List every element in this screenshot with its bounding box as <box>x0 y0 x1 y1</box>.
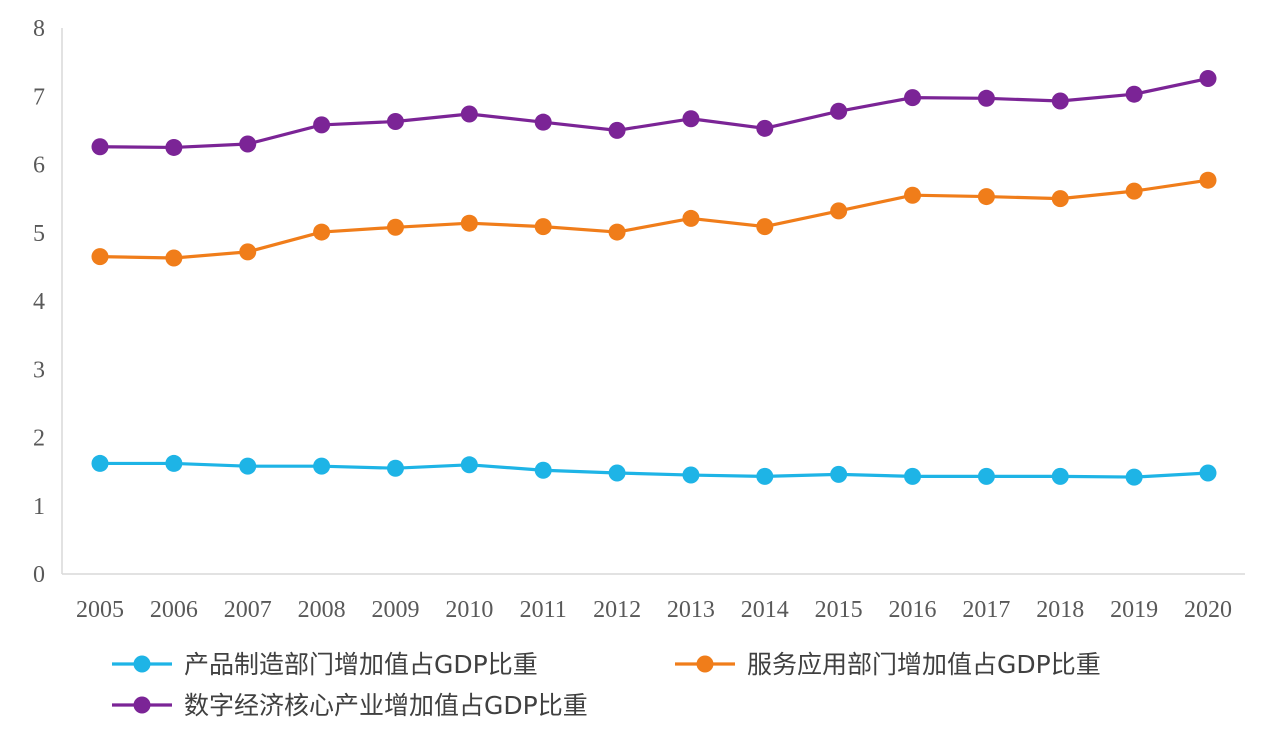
x-axis: 2005 2006 2007 2008 2009 2010 2011 2012 2013 2014… <box>62 573 1245 623</box>
y-tick-label: 4 <box>33 289 45 315</box>
data-point <box>165 454 183 472</box>
data-point <box>1125 182 1143 200</box>
legend-item: 服务应用部门增加值占GDP比重 <box>675 650 1101 679</box>
data-point <box>239 457 257 475</box>
data-point <box>91 454 109 472</box>
data-point <box>608 223 626 241</box>
data-point <box>313 116 331 134</box>
legend-item: 产品制造部门增加值占GDP比重 <box>112 650 538 679</box>
x-tick-label: 2008 <box>298 597 346 623</box>
data-point <box>165 249 183 267</box>
data-point <box>386 113 404 131</box>
data-point <box>904 186 922 204</box>
y-axis: 0 1 2 3 4 5 6 7 8 <box>33 16 63 588</box>
data-point <box>1051 190 1069 208</box>
legend-item: 数字经济核心产业增加值占GDP比重 <box>112 691 588 720</box>
legend-marker <box>133 655 151 673</box>
data-point <box>756 218 774 236</box>
data-point <box>830 102 848 120</box>
data-point <box>608 464 626 482</box>
legend-marker <box>696 655 714 673</box>
data-point <box>386 459 404 477</box>
data-point <box>1051 92 1069 110</box>
series-layer <box>91 70 1217 486</box>
x-tick-label: 2012 <box>593 597 641 623</box>
data-point <box>91 138 109 156</box>
x-tick-label: 2010 <box>445 597 493 623</box>
x-tick-label: 2009 <box>371 597 419 623</box>
series-1 <box>91 454 1217 486</box>
data-point <box>682 466 700 484</box>
data-point <box>1125 468 1143 486</box>
y-tick-label: 5 <box>33 221 45 247</box>
data-point <box>977 467 995 485</box>
y-tick-label: 0 <box>33 562 45 588</box>
x-tick-label: 2014 <box>741 597 789 623</box>
data-point <box>830 465 848 483</box>
y-tick-label: 3 <box>33 357 45 383</box>
legend-marker <box>133 696 151 714</box>
data-point <box>534 218 552 236</box>
data-point <box>313 457 331 475</box>
data-point <box>904 467 922 485</box>
x-tick-label: 2006 <box>150 597 198 623</box>
data-point <box>608 121 626 139</box>
data-point <box>534 113 552 131</box>
data-point <box>682 209 700 227</box>
data-point <box>534 461 552 479</box>
data-point <box>1051 467 1069 485</box>
y-tick-label: 8 <box>33 16 45 42</box>
data-point <box>313 223 331 241</box>
data-point <box>904 89 922 107</box>
series-line <box>98 76 1210 150</box>
x-tick-label: 2015 <box>815 597 863 623</box>
series-line <box>98 178 1210 260</box>
y-tick-label: 6 <box>33 153 45 179</box>
legend: 产品制造部门增加值占GDP比重 服务应用部门增加值占GDP比重数字经济核心产业增加… <box>112 650 1101 720</box>
data-point <box>460 214 478 232</box>
data-point <box>977 188 995 206</box>
data-point <box>682 110 700 128</box>
data-point <box>239 243 257 261</box>
data-point <box>386 218 404 236</box>
data-point <box>830 202 848 220</box>
data-point <box>165 138 183 156</box>
data-point <box>1125 85 1143 103</box>
legend-label: 数字经济核心产业增加值占GDP比重 <box>184 691 588 720</box>
x-tick-label: 2016 <box>889 597 937 623</box>
data-point <box>239 135 257 153</box>
x-tick-label: 2013 <box>667 597 715 623</box>
data-point <box>756 467 774 485</box>
x-tick-label: 2017 <box>962 597 1010 623</box>
series-line <box>98 461 1210 479</box>
data-point <box>977 89 995 107</box>
data-point <box>1199 464 1217 482</box>
data-point <box>460 105 478 123</box>
y-tick-label: 1 <box>33 494 45 520</box>
legend-label: 服务应用部门增加值占GDP比重 <box>747 650 1101 679</box>
series-3 <box>91 70 1217 156</box>
data-point <box>91 248 109 266</box>
data-point <box>1199 171 1217 189</box>
y-tick-label: 2 <box>33 426 45 452</box>
series-2 <box>91 171 1217 267</box>
data-point <box>460 456 478 474</box>
x-tick-label: 2020 <box>1184 597 1232 623</box>
legend-label: 产品制造部门增加值占GDP比重 <box>184 650 538 679</box>
x-tick-label: 2007 <box>224 597 272 623</box>
data-point <box>756 119 774 137</box>
data-point <box>1199 70 1217 88</box>
x-tick-label: 2019 <box>1110 597 1158 623</box>
x-tick-label: 2011 <box>520 597 567 623</box>
x-tick-label: 2005 <box>76 597 124 623</box>
x-tick-label: 2018 <box>1036 597 1084 623</box>
y-tick-label: 7 <box>33 84 45 110</box>
